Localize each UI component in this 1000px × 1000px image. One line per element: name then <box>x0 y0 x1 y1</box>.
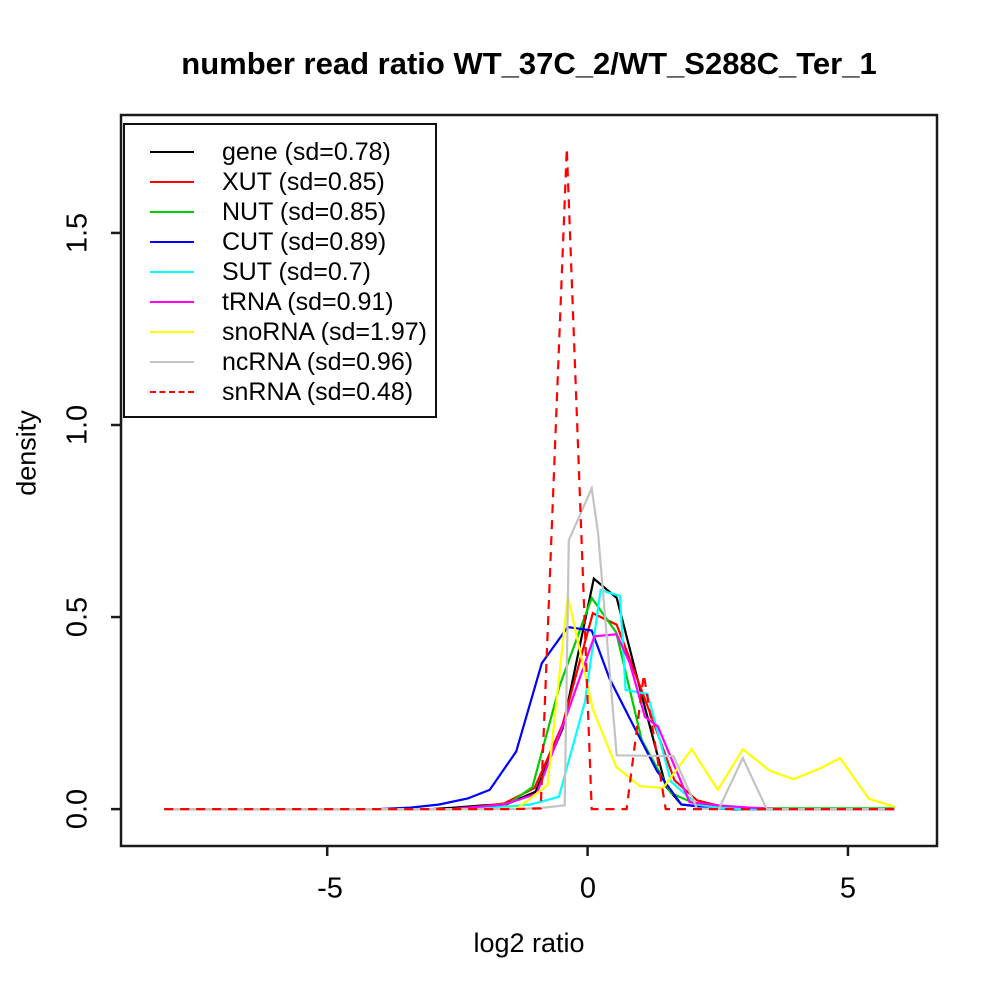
legend-line-sample-snrna <box>150 391 194 393</box>
legend-item-label: tRNA (sd=0.91) <box>222 287 394 316</box>
series-line-tRNA <box>164 633 895 811</box>
legend-item-label: SUT (sd=0.7) <box>222 257 371 286</box>
series-line-CUT <box>164 625 895 811</box>
legend-item-nut: NUT (sd=0.85) <box>125 197 435 227</box>
legend-item-label: snRNA (sd=0.48) <box>222 377 414 406</box>
legend-item-snorna: snoRNA (sd=1.97) <box>125 317 435 347</box>
series-line-snRNA <box>164 148 895 811</box>
legend-item-sut: SUT (sd=0.7) <box>125 257 435 287</box>
series-line-SUT <box>164 588 895 811</box>
legend-item-trna: tRNA (sd=0.91) <box>125 287 435 317</box>
y-axis-title: density <box>11 410 42 496</box>
plot-frame <box>119 113 939 848</box>
y-tick-label-0.0: 0.0 <box>61 788 94 830</box>
legend-item-gene: gene (sd=0.78) <box>125 137 435 167</box>
x-tick-label-5: 5 <box>839 872 857 905</box>
legend-line-sample-ncrna <box>150 361 194 363</box>
legend-item-label: ncRNA (sd=0.96) <box>222 347 414 376</box>
legend: gene (sd=0.78) XUT (sd=0.85) NUT (sd=0.8… <box>123 123 437 418</box>
legend-item-label: snoRNA (sd=1.97) <box>222 317 427 346</box>
x-axis-title: log2 ratio <box>473 928 585 958</box>
chart-title: number read ratio WT_37C_2/WT_S288C_Ter_… <box>181 46 877 81</box>
legend-item-label: XUT (sd=0.85) <box>222 167 385 196</box>
x-tick-label-0: 0 <box>579 872 597 905</box>
y-tick-label-1.0: 1.0 <box>61 404 94 446</box>
y-tick-label-0.5: 0.5 <box>61 596 94 638</box>
legend-line-sample-xut <box>150 181 194 183</box>
x-tick-label-neg5: -5 <box>317 872 343 905</box>
series-line-XUT <box>164 611 895 811</box>
legend-line-sample-trna <box>150 301 194 303</box>
legend-item-ncrna: ncRNA (sd=0.96) <box>125 347 435 377</box>
legend-line-sample-snorna <box>150 331 194 333</box>
legend-item-snrna: snRNA (sd=0.48) <box>125 377 435 407</box>
series-line-ncRNA <box>164 484 895 811</box>
legend-line-sample-nut <box>150 211 194 213</box>
series-line-snoRNA <box>164 595 896 811</box>
legend-item-label: NUT (sd=0.85) <box>222 197 387 226</box>
legend-line-sample-cut <box>150 241 194 243</box>
y-tick-label-1.5: 1.5 <box>61 212 94 254</box>
legend-item-label: CUT (sd=0.89) <box>222 227 387 256</box>
legend-line-sample-sut <box>150 271 194 273</box>
series-line-gene <box>164 576 895 811</box>
legend-item-cut: CUT (sd=0.89) <box>125 227 435 257</box>
legend-line-sample-gene <box>150 151 194 153</box>
legend-item-label: gene (sd=0.78) <box>222 137 391 166</box>
legend-item-xut: XUT (sd=0.85) <box>125 167 435 197</box>
